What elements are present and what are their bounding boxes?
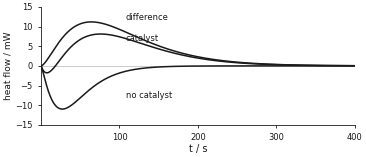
Text: difference: difference — [126, 13, 169, 22]
Y-axis label: heat flow / mW: heat flow / mW — [3, 32, 12, 100]
Text: no catalyst: no catalyst — [126, 91, 172, 100]
Text: catalyst: catalyst — [126, 34, 159, 43]
X-axis label: t / s: t / s — [188, 143, 207, 154]
